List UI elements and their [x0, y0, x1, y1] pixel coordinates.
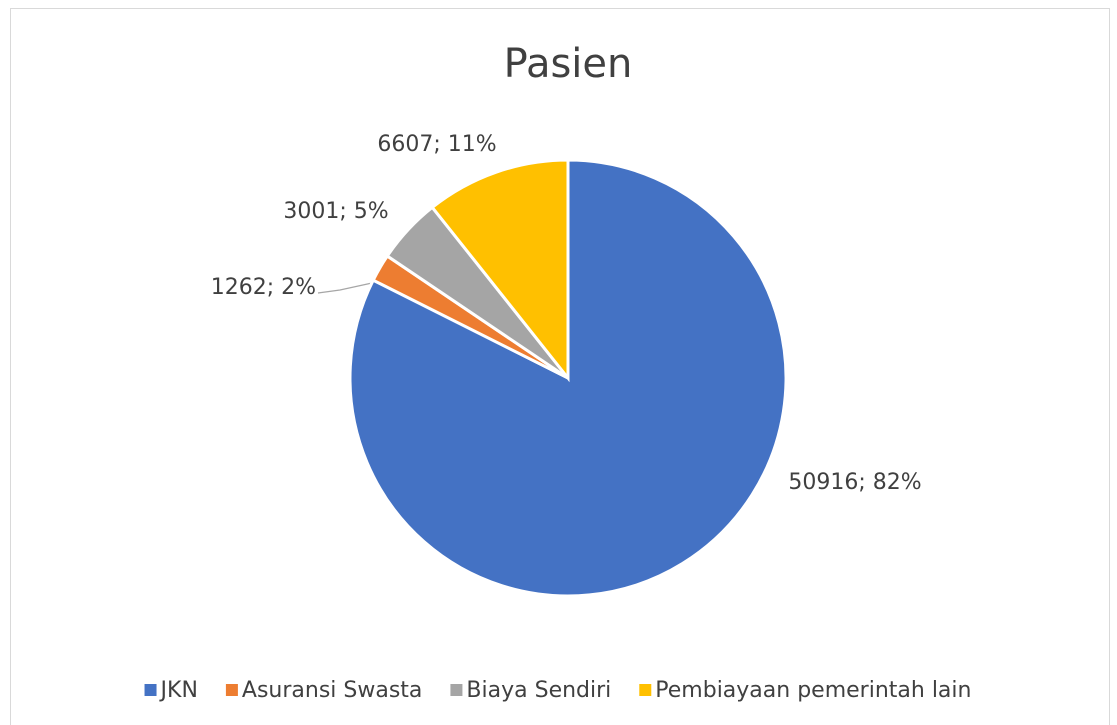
legend-label: Biaya Sendiri [466, 678, 611, 703]
legend-swatch [144, 684, 157, 696]
legend-swatch [225, 684, 238, 696]
legend-label: Asuransi Swasta [242, 678, 423, 703]
data-label: 1262; 2% [211, 275, 316, 300]
data-label: 3001; 5% [283, 199, 388, 224]
data-label: 6607; 11% [377, 132, 496, 157]
legend-swatch [450, 684, 463, 696]
legend-swatch [639, 684, 652, 696]
leader-line [317, 282, 373, 294]
pie-slice [430, 158, 570, 383]
legend-label: Pembiayaan pemerintah lain [655, 678, 971, 703]
data-label: 50916; 82% [788, 470, 921, 495]
chart-title: Pasien [504, 41, 633, 87]
legend-label: JKN [159, 678, 198, 703]
